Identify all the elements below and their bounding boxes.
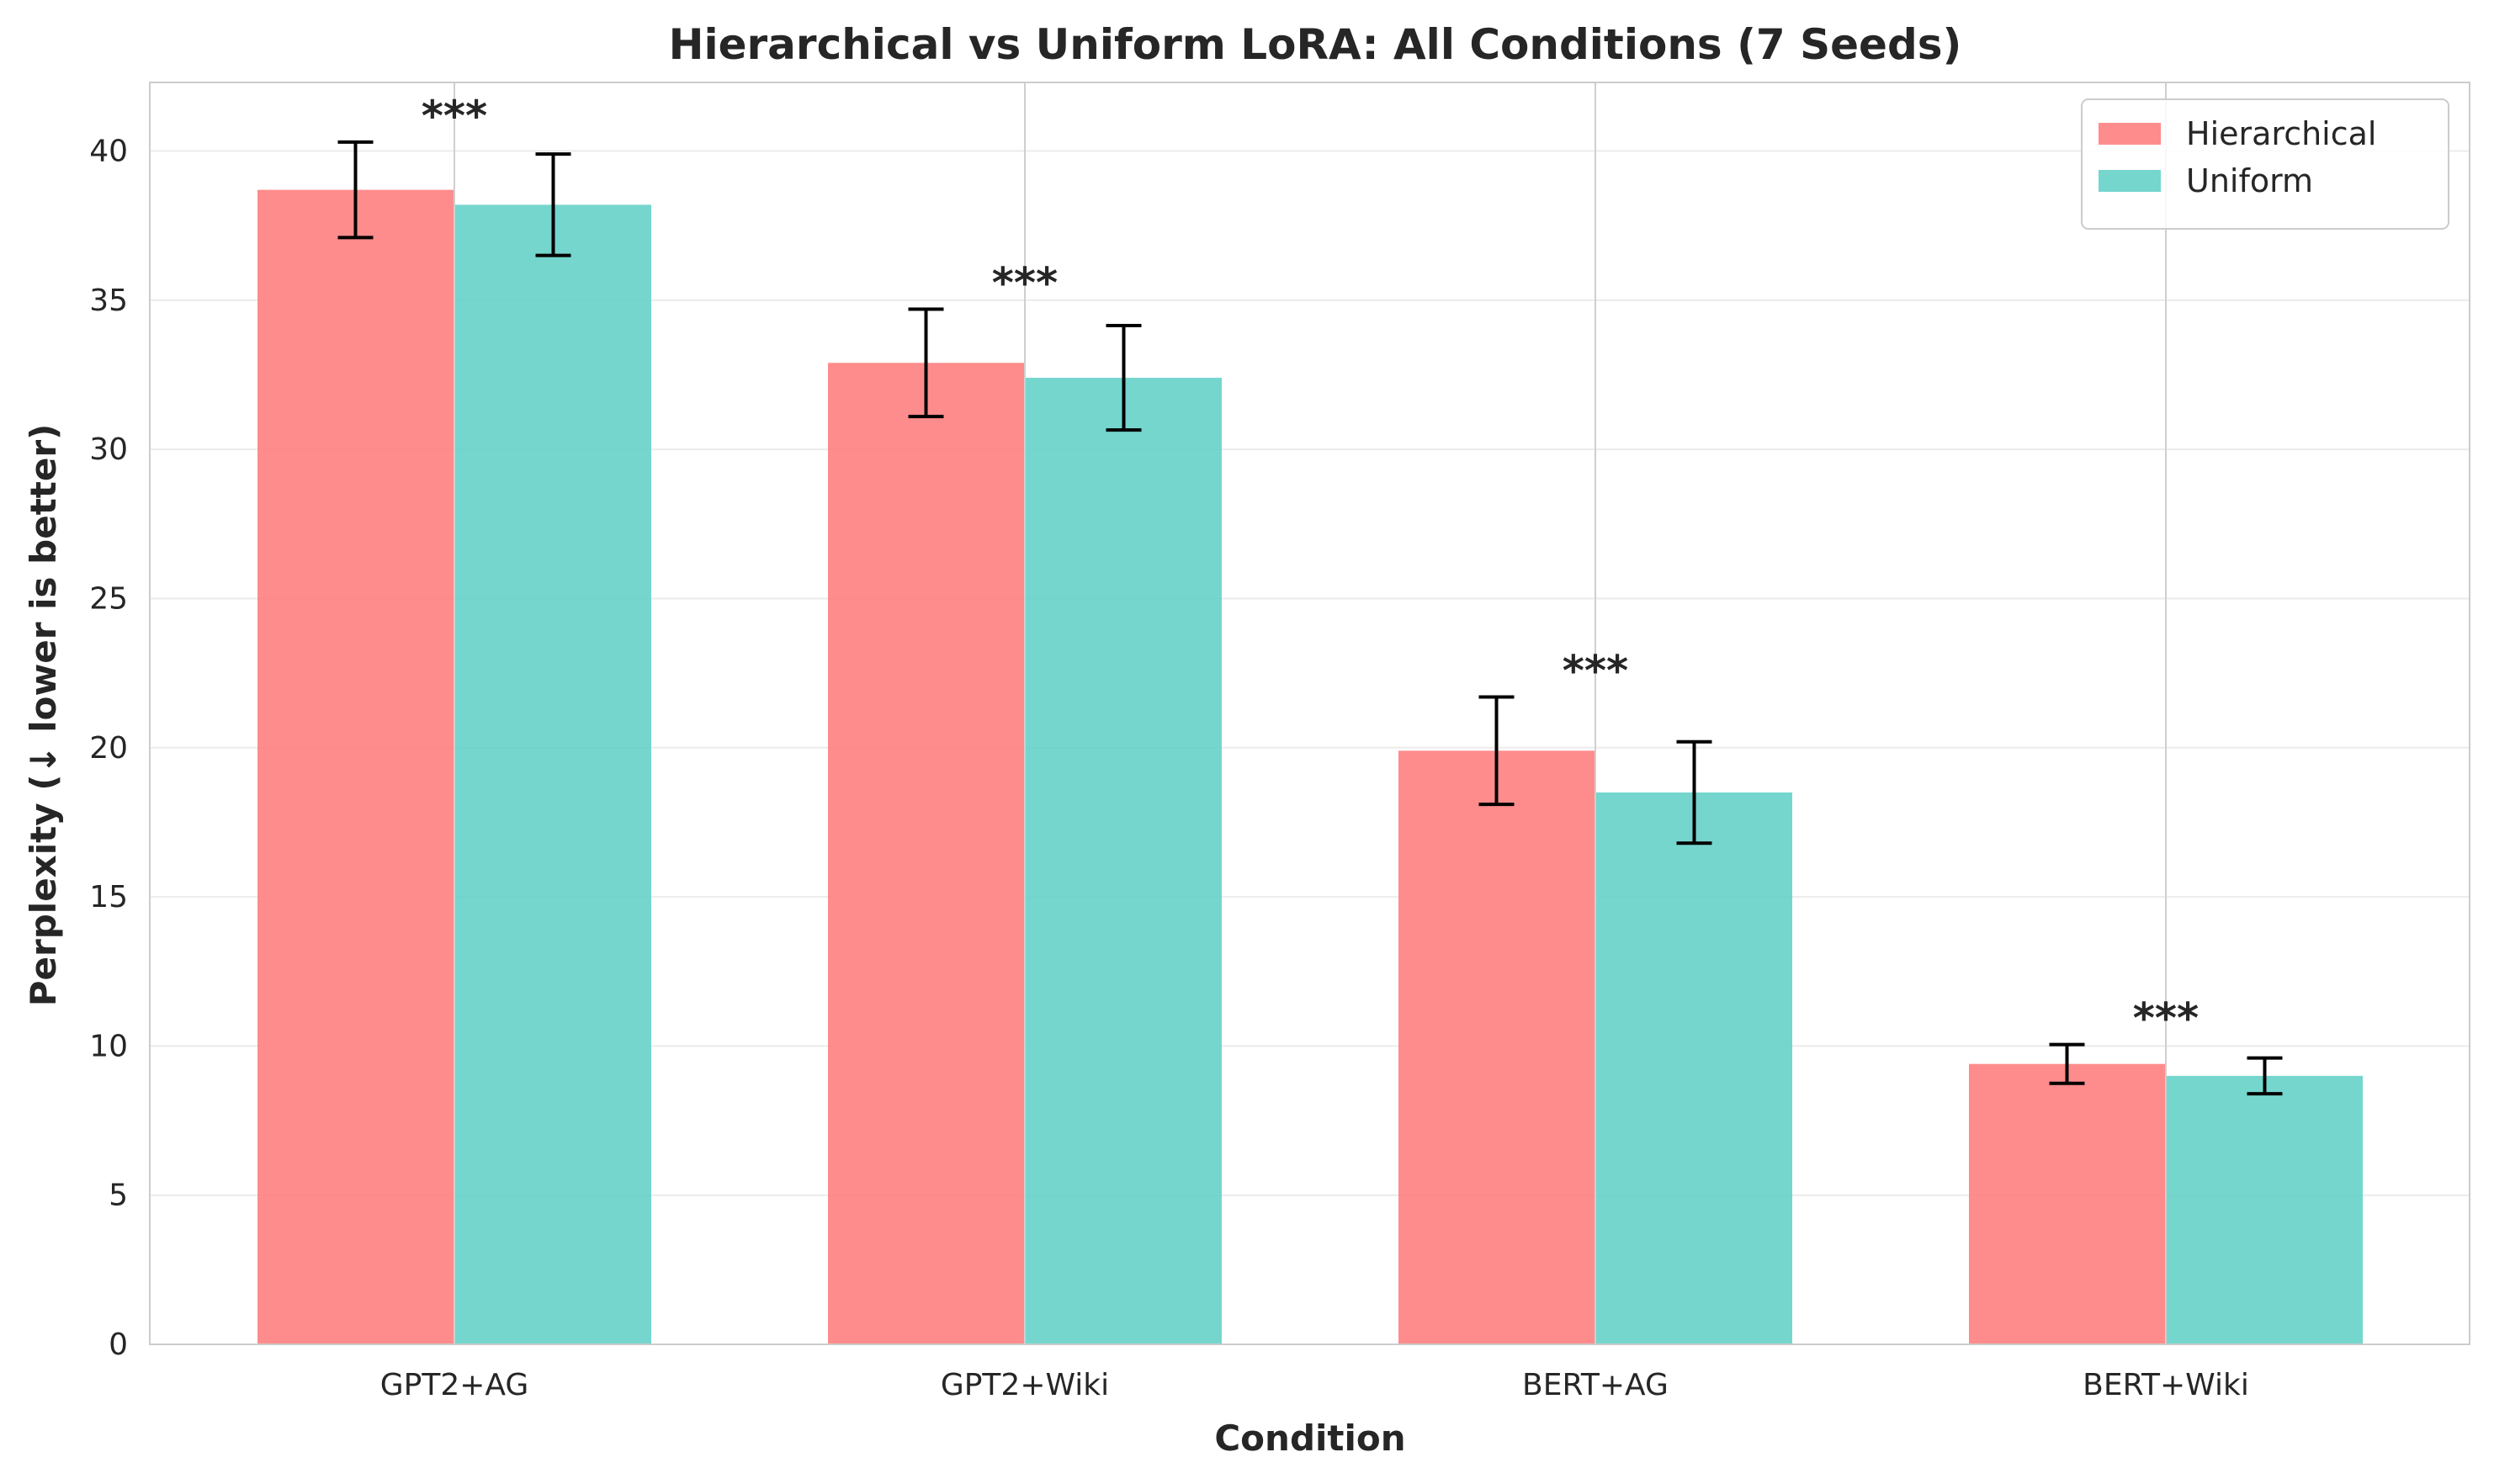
legend-label-uniform: Uniform [2186,162,2313,199]
significance-layer: *** *** *** *** [422,92,2199,1043]
y-tick-label: 15 [89,880,128,914]
error-bar-layer [337,140,2283,1096]
x-axis-label: Condition [1214,1418,1405,1459]
bar-layer [257,189,2363,1345]
significance-label: *** [422,92,487,140]
bar-uniform-3 [2167,1075,2363,1344]
significance-label: *** [2133,994,2199,1043]
bar-uniform-1 [1026,378,1222,1344]
significance-label: *** [992,259,1058,308]
x-tick-label: GPT2+AG [380,1368,529,1402]
y-tick-label: 10 [89,1029,128,1063]
bar-hierarchical-1 [828,363,1024,1344]
x-tick-label: BERT+AG [1522,1368,1669,1402]
legend-box [2081,98,2449,230]
y-tick-label: 20 [89,731,128,766]
legend-swatch-hierarchical [2099,123,2161,145]
y-axis-label: Perplexity (↓ lower is better) [23,424,64,1007]
y-tick-label: 35 [89,284,128,318]
category-line-layer [454,82,2167,1344]
bar-uniform-0 [455,204,651,1344]
bar-uniform-2 [1596,792,1792,1344]
chart-title: Hierarchical vs Uniform LoRA: All Condit… [669,20,1962,69]
y-tick-label: 30 [89,432,128,467]
y-tick-label: 5 [109,1179,128,1213]
bar-hierarchical-3 [1969,1063,2165,1344]
x-tick-label: BERT+Wiki [2083,1368,2249,1402]
x-tick-layer: GPT2+AG GPT2+Wiki BERT+AG BERT+Wiki [380,1368,2249,1402]
legend-label-hierarchical: Hierarchical [2186,115,2376,152]
x-tick-label: GPT2+Wiki [941,1368,1109,1402]
significance-label: *** [1563,646,1628,695]
y-tick-label: 40 [89,135,128,169]
bar-hierarchical-2 [1398,750,1595,1344]
legend[interactable]: Hierarchical Uniform [2081,98,2449,230]
bar-hierarchical-0 [257,189,454,1345]
y-tick-layer: 0 5 10 15 20 25 30 35 40 [89,135,128,1362]
plot-frame [149,82,2470,1345]
y-tick-label: 0 [109,1328,128,1362]
y-tick-label: 25 [89,581,128,616]
legend-swatch-uniform [2099,170,2161,192]
